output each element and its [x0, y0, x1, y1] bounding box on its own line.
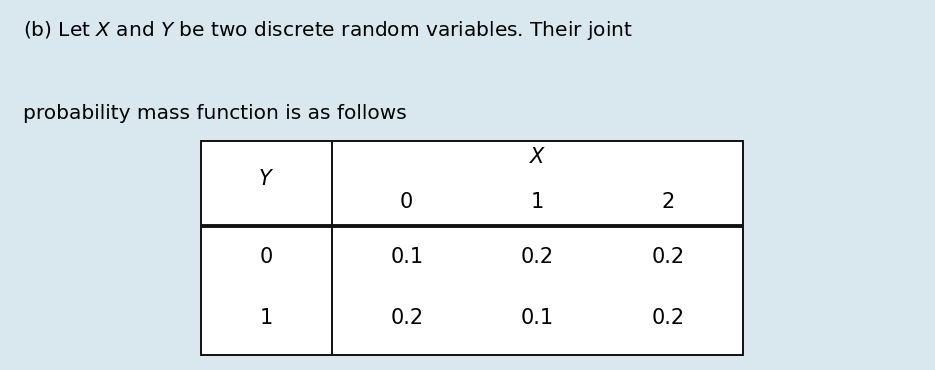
Bar — [201, 141, 743, 355]
Text: 1: 1 — [260, 308, 273, 328]
Bar — [201, 141, 743, 355]
Text: 0: 0 — [260, 247, 273, 267]
Text: 2: 2 — [662, 192, 675, 212]
Text: 0.1: 0.1 — [390, 247, 424, 267]
Text: 0.2: 0.2 — [652, 247, 685, 267]
Text: 0.2: 0.2 — [390, 308, 424, 328]
Text: 0: 0 — [400, 192, 413, 212]
Text: $Y$: $Y$ — [258, 169, 275, 189]
Text: 0.1: 0.1 — [521, 308, 554, 328]
Text: 1: 1 — [531, 192, 544, 212]
Text: 0.2: 0.2 — [521, 247, 554, 267]
Text: (b) Let $X$ and $Y$ be two discrete random variables. Their joint: (b) Let $X$ and $Y$ be two discrete rand… — [23, 18, 633, 41]
Text: $X$: $X$ — [529, 147, 546, 167]
Text: 0.2: 0.2 — [652, 308, 685, 328]
Text: probability mass function is as follows: probability mass function is as follows — [23, 104, 407, 122]
